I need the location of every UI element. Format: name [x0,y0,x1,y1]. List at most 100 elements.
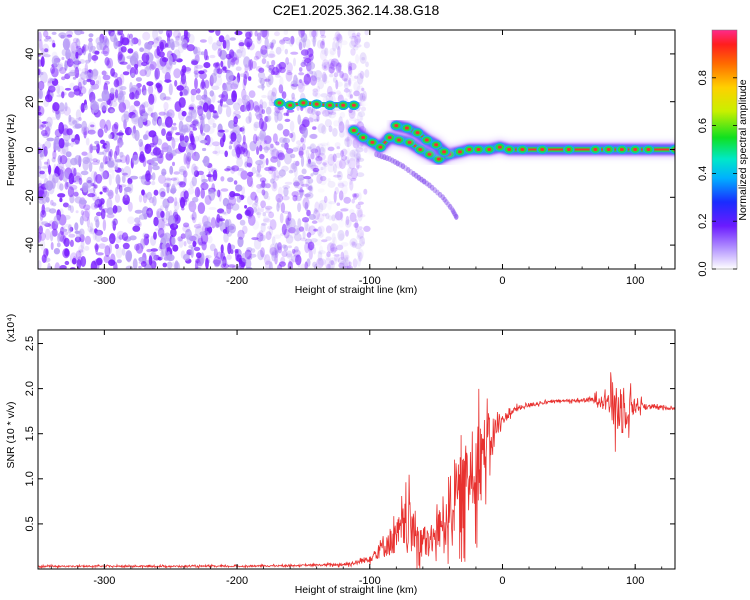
noise-speckle [218,259,227,265]
noise-speckle [349,212,357,223]
noise-speckle [197,202,206,214]
noise-speckle [242,134,246,145]
noise-speckle [343,88,350,93]
noise-speckle [351,241,356,246]
noise-speckle [64,248,70,257]
noise-speckle [81,120,88,132]
noise-speckle [353,44,362,48]
noise-speckle [151,180,156,186]
noise-speckle [192,211,197,220]
noise-speckle [166,30,173,38]
noise-speckle [74,222,79,231]
noise-speckle [246,40,253,48]
noise-speckle [325,253,332,261]
noise-speckle [61,171,69,183]
noise-speckle [248,59,252,72]
noise-speckle [161,168,167,176]
noise-speckle [93,258,102,266]
noise-speckle [49,91,53,101]
noise-speckle [108,259,116,267]
noise-speckle [317,188,325,193]
noise-speckle [273,234,282,239]
noise-speckle [338,190,344,201]
noise-speckle [306,209,311,217]
noise-speckle [98,204,103,211]
noise-speckle [275,175,284,179]
noise-speckle [57,193,66,198]
noise-speckle [278,84,284,94]
noise-speckle [165,43,169,48]
noise-speckle [113,37,119,50]
snr-x-ticks: -300 -200 -100 0 100 [50,330,663,587]
noise-speckle [44,38,49,42]
noise-speckle [231,203,240,211]
noise-speckle [138,153,146,163]
noise-speckle [361,241,365,245]
noise-speckle [274,112,279,123]
noise-speckle [339,261,346,269]
track-node-core [341,103,346,107]
noise-speckle [157,84,161,94]
noise-speckle [358,251,363,262]
noise-speckle [145,63,154,70]
noise-speckle [278,261,286,267]
noise-speckle [314,118,319,122]
noise-speckle [212,259,221,265]
noise-speckle [162,262,168,268]
noise-speckle [82,156,90,165]
noise-speckle [151,251,157,257]
noise-speckle [218,258,226,269]
noise-speckle [208,35,213,45]
noise-speckle [52,102,60,112]
noise-speckle [290,153,296,159]
noise-speckle [300,237,308,242]
noise-speckle [84,62,89,75]
noise-speckle [134,90,140,100]
noise-speckle [258,67,265,74]
noise-speckle [230,58,236,66]
noise-speckle [305,182,312,191]
noise-speckle [180,233,186,239]
snr-x-tick-label: -200 [226,575,248,587]
noise-speckle [127,201,133,212]
noise-speckle [257,85,266,89]
noise-speckle [302,230,306,240]
noise-speckle [293,225,300,236]
noise-speckle [94,50,100,55]
noise-speckle [283,137,287,144]
noise-speckle [355,228,360,233]
noise-speckle [340,40,348,46]
noise-speckle [78,117,82,121]
noise-speckle [224,150,228,158]
noise-speckle [330,156,336,161]
noise-speckle [259,99,264,109]
track-node-core [314,102,319,106]
snr-x-label: Height of straight line (km) [295,584,418,596]
noise-speckle [65,52,71,59]
noise-speckle [282,185,291,190]
track-node-core [619,147,624,152]
noise-speckle [123,166,132,178]
noise-speckle [303,56,310,60]
noise-speckle [94,242,99,254]
noise-speckle [349,36,357,39]
noise-speckle [142,112,149,117]
noise-speckle [90,145,98,151]
noise-speckle [50,242,54,250]
noise-speckle [45,35,52,40]
noise-speckle [130,38,134,47]
noise-speckle [312,91,318,97]
noise-speckle [40,129,48,137]
noise-speckle [318,161,326,171]
noise-speckle [347,61,353,72]
noise-speckle [78,245,85,256]
noise-speckle [237,171,242,176]
noise-speckle [162,198,170,209]
noise-speckle [327,215,333,221]
noise-speckle [115,157,120,161]
track-node-core [327,103,332,107]
track-node-core [418,147,423,152]
noise-speckle [310,133,318,139]
noise-speckle [127,63,132,74]
spectrogram-x-ticks: -300 -200 -100 0 100 [50,30,663,287]
